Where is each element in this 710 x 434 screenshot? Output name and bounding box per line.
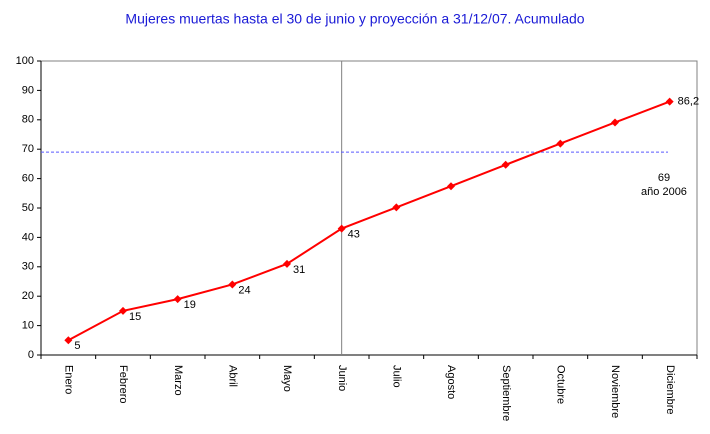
- x-tick-label: Marzo: [172, 365, 184, 396]
- data-label: 43: [348, 228, 360, 240]
- x-tick-label: Abril: [226, 365, 238, 387]
- y-tick-label: 100: [16, 55, 34, 67]
- x-tick-label: Noviembre: [609, 365, 621, 418]
- data-label: 31: [293, 264, 305, 276]
- x-tick-label: Enero: [62, 365, 74, 394]
- y-tick-label: 60: [22, 173, 34, 185]
- marker: [337, 224, 346, 233]
- marker: [119, 306, 127, 315]
- chart-title: Mujeres muertas hasta el 30 de junio y p…: [125, 11, 584, 27]
- y-tick-label: 40: [22, 231, 34, 243]
- x-tick-label: Mayo: [281, 365, 293, 392]
- marker: [665, 97, 674, 106]
- x-tick-label: Julio: [390, 365, 402, 388]
- x-tick-label: Diciembre: [664, 365, 676, 415]
- y-tick-label: 50: [22, 202, 34, 214]
- marker: [64, 336, 73, 345]
- marker: [228, 280, 237, 289]
- x-tick-label: Junio: [336, 365, 348, 391]
- y-tick-label: 20: [22, 290, 34, 302]
- marker: [392, 203, 401, 212]
- marker: [556, 139, 565, 148]
- data-label: 15: [129, 311, 141, 323]
- marker: [447, 182, 455, 191]
- marker: [611, 118, 619, 127]
- data-label: 86,2: [678, 95, 699, 107]
- marker: [283, 259, 291, 268]
- x-tick-label: Febrero: [117, 365, 129, 404]
- line: [67, 100, 671, 342]
- reference-label: 69: [658, 172, 670, 184]
- reference-note: año 2006: [641, 186, 687, 198]
- data-label: 5: [74, 340, 80, 352]
- y-tick-label: 30: [22, 261, 34, 273]
- y-tick-label: 80: [22, 114, 34, 126]
- data-label: 24: [238, 284, 250, 296]
- y-tick-label: 90: [22, 84, 34, 96]
- x-tick-label: Septiembre: [500, 365, 512, 421]
- x-tick-label: Agosto: [445, 365, 457, 399]
- marker: [501, 160, 510, 169]
- x-tick-label: Octubre: [554, 365, 566, 404]
- data-label: 19: [184, 299, 196, 311]
- y-tick-label: 70: [22, 143, 34, 155]
- marker: [173, 295, 182, 304]
- y-tick-label: 0: [28, 349, 34, 361]
- y-tick-label: 10: [22, 320, 34, 332]
